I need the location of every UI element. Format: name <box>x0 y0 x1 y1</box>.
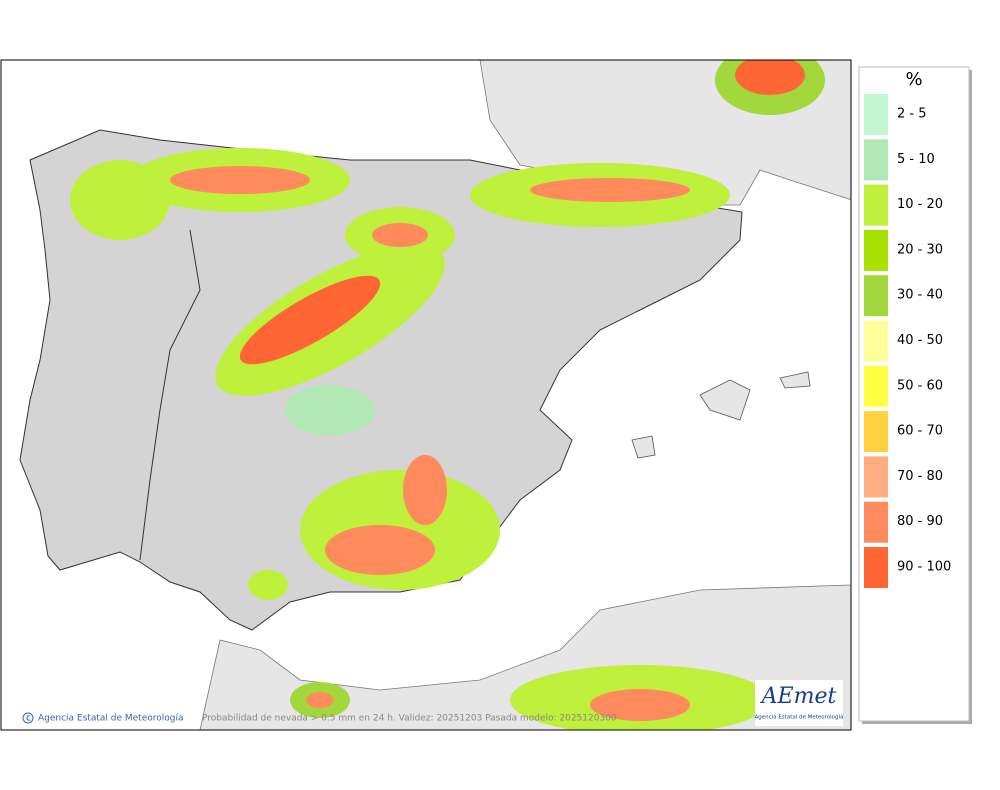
legend-swatch <box>864 456 888 498</box>
snow-area <box>372 223 428 247</box>
snow-area <box>170 166 310 194</box>
logo-name: AEmet <box>760 684 837 709</box>
snow-area <box>590 689 690 721</box>
legend-swatch <box>864 94 888 135</box>
legend-swatch <box>864 229 888 271</box>
legend-swatch <box>864 184 888 226</box>
logo-box <box>755 680 843 726</box>
snow-area <box>239 275 381 365</box>
legend-label: 40 - 50 <box>897 333 943 348</box>
snow-area <box>248 570 288 600</box>
snow-area <box>530 178 690 202</box>
legend-label: 2 - 5 <box>897 107 927 122</box>
snow-area <box>403 455 447 525</box>
logo-subtitle: Agencia Estatal de Meteorología <box>755 714 844 721</box>
copyright-icon <box>22 712 34 724</box>
legend-swatch <box>864 365 888 407</box>
copyright-icon-c <box>26 715 31 721</box>
legend-label: 30 - 40 <box>897 288 943 303</box>
map <box>1 60 851 730</box>
legend-items: 2 - 5 5 - 10 10 - 20 20 - 30 30 - 40 40 - 50 5… <box>864 94 951 588</box>
legend-label: 60 - 70 <box>897 424 943 439</box>
caption: Probabilidad de nevada > 0.5 mm en 24 h.… <box>202 714 617 724</box>
legend-label: 5 - 10 <box>897 152 935 167</box>
legend-swatch <box>864 320 888 362</box>
snow-area <box>306 692 334 708</box>
snow-probability <box>70 60 825 730</box>
legend-title: % <box>905 69 922 90</box>
snow-area <box>285 385 375 435</box>
balearic-islands <box>631 371 811 459</box>
legend-label: 70 - 80 <box>897 469 943 484</box>
map-frame <box>0 59 852 731</box>
legend-label: 20 - 30 <box>897 242 943 257</box>
legend-label: 10 - 20 <box>897 197 943 212</box>
snow-area <box>70 160 170 240</box>
portugal-border <box>139 229 201 561</box>
legend-swatch <box>864 501 888 543</box>
legend-label: 90 - 100 <box>897 560 951 575</box>
credit: Agencia Estatal de Meteorología <box>38 714 184 724</box>
snow-area <box>325 525 435 575</box>
legend-swatch <box>864 275 888 317</box>
legend-label: 50 - 60 <box>897 378 943 393</box>
snow-area <box>735 60 805 95</box>
legend-swatch <box>864 547 888 588</box>
legend-label: 80 - 90 <box>897 514 943 529</box>
legend-swatch <box>864 411 888 453</box>
legend-swatch <box>864 139 888 181</box>
